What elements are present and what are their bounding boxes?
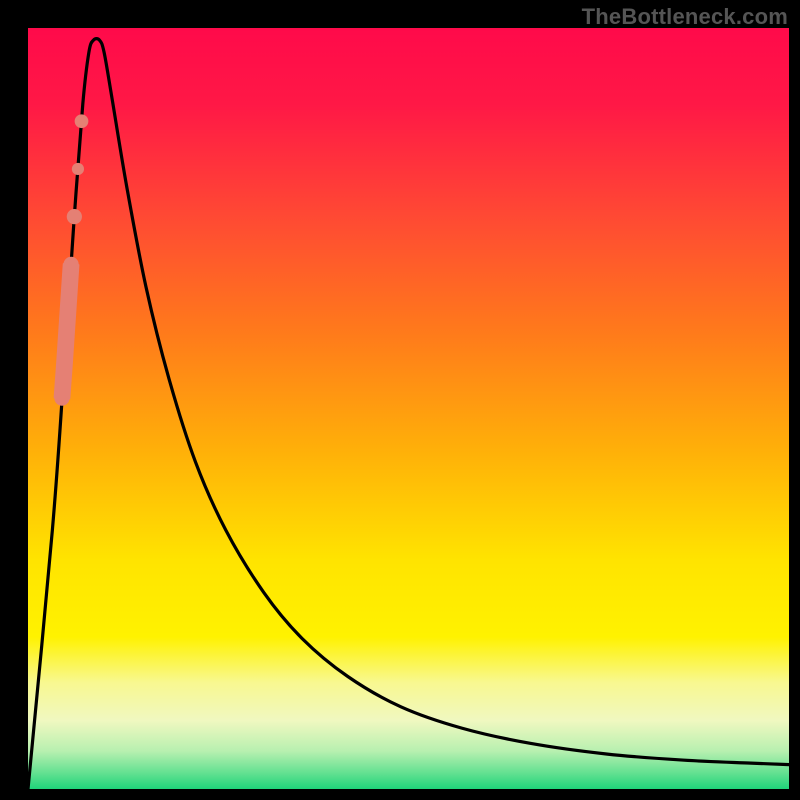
curve-highlight-dot <box>75 114 89 128</box>
bottleneck-curve <box>28 39 789 789</box>
curve-layer <box>28 28 789 789</box>
curve-highlight-segment <box>54 264 78 399</box>
curve-highlight-dot <box>72 163 84 175</box>
plot-area <box>28 28 789 789</box>
curve-highlight-cap <box>54 390 69 405</box>
curve-highlight-cap <box>63 257 78 272</box>
curve-highlight-dot <box>67 209 82 224</box>
chart-frame: TheBottleneck.com <box>0 0 800 800</box>
watermark-text: TheBottleneck.com <box>582 4 788 30</box>
